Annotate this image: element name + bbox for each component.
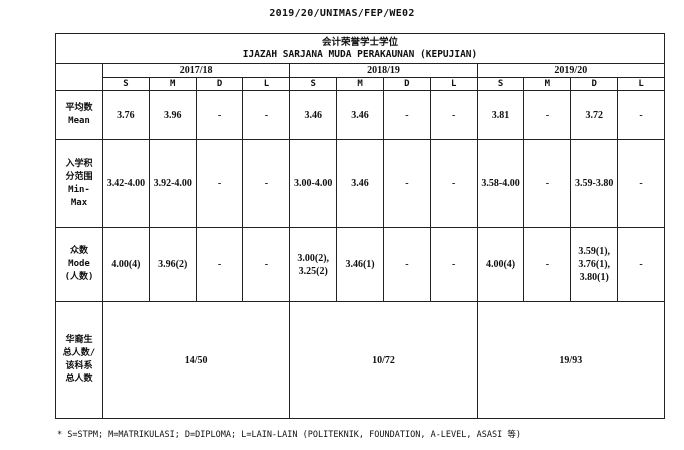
- value-cell: 3.46: [289, 90, 338, 140]
- value-cell: -: [429, 139, 478, 228]
- value-cell: 4.00(4): [102, 227, 150, 302]
- value-cell: 3.96(2): [148, 227, 197, 302]
- value-cell: 3.00(2), 3.25(2): [289, 227, 338, 302]
- corner-cell: [55, 63, 103, 91]
- statistics-table: 会计荣誉学士学位 IJAZAH SARJANA MUDA PERAKAUNAN …: [55, 33, 666, 419]
- value-cell: 3.59(1), 3.76(1), 3.80(1): [570, 227, 619, 302]
- sub-column-header: S: [289, 77, 338, 91]
- value-cell: -: [617, 139, 665, 228]
- value-cell: -: [195, 227, 244, 302]
- value-cell: 3.72: [570, 90, 619, 140]
- total-cell: 10/72: [289, 301, 478, 419]
- value-cell: 4.00(4): [476, 227, 525, 302]
- table-title: 会计荣誉学士学位 IJAZAH SARJANA MUDA PERAKAUNAN …: [55, 33, 665, 64]
- document-code: 2019/20/UNIMAS/FEP/WE02: [269, 8, 415, 19]
- title-malay: IJAZAH SARJANA MUDA PERAKAUNAN (KEPUJIAN…: [242, 48, 478, 60]
- value-cell: -: [523, 139, 572, 228]
- value-cell: -: [523, 90, 572, 140]
- value-cell: 3.58-4.00: [476, 139, 525, 228]
- value-cell: 3.46(1): [336, 227, 384, 302]
- value-cell: -: [242, 90, 291, 140]
- value-cell: -: [382, 139, 431, 228]
- sub-column-header: M: [523, 77, 572, 91]
- value-cell: -: [429, 227, 478, 302]
- total-cell: 19/93: [476, 301, 666, 419]
- sub-column-header: L: [617, 77, 665, 91]
- total-cell: 14/50: [101, 301, 291, 419]
- title-chinese: 会计荣誉学士学位: [321, 36, 398, 48]
- value-cell: -: [429, 90, 478, 140]
- value-cell: 3.76: [102, 90, 150, 140]
- value-cell: -: [242, 227, 291, 302]
- sub-column-header: L: [429, 77, 478, 91]
- value-cell: 3.81: [476, 90, 525, 140]
- sub-column-header: D: [570, 77, 619, 91]
- year-header: 2018/19: [289, 63, 478, 78]
- value-cell: -: [195, 90, 244, 140]
- year-header: 2017/18: [101, 63, 291, 78]
- value-cell: -: [382, 90, 431, 140]
- value-cell: -: [523, 227, 572, 302]
- value-cell: 3.59-3.80: [570, 139, 619, 228]
- row-header-total: 华裔生 总人数/ 该科系 总人数: [55, 301, 103, 419]
- sub-column-header: S: [102, 77, 150, 91]
- value-cell: 3.42-4.00: [102, 139, 150, 228]
- value-cell: 3.46: [336, 139, 384, 228]
- value-cell: 3.46: [336, 90, 384, 140]
- row-header-min-max: 入学积 分范围 Min- Max: [55, 139, 103, 228]
- sub-column-header: D: [195, 77, 244, 91]
- value-cell: -: [195, 139, 244, 228]
- row-header-mode: 众数 Mode (人数): [55, 227, 103, 302]
- value-cell: 3.00-4.00: [289, 139, 338, 228]
- sub-column-header: M: [336, 77, 384, 91]
- sub-column-header: M: [148, 77, 197, 91]
- value-cell: -: [242, 139, 291, 228]
- value-cell: 3.92-4.00: [148, 139, 197, 228]
- value-cell: 3.96: [148, 90, 197, 140]
- value-cell: -: [382, 227, 431, 302]
- year-header: 2019/20: [476, 63, 666, 78]
- sub-column-header: L: [242, 77, 291, 91]
- value-cell: -: [617, 227, 665, 302]
- row-header-mean: 平均数 Mean: [55, 90, 103, 140]
- footnote: * S=STPM; M=MATRIKULASI; D=DIPLOMA; L=LA…: [57, 430, 521, 440]
- sub-column-header: S: [476, 77, 525, 91]
- value-cell: -: [617, 90, 665, 140]
- sub-column-header: D: [382, 77, 431, 91]
